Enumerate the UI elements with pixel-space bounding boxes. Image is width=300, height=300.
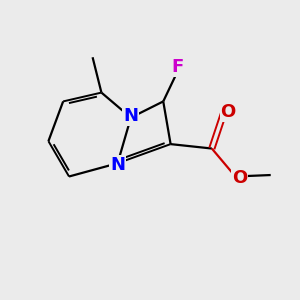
Text: O: O [232,169,248,187]
Text: N: N [123,107,138,125]
Text: O: O [220,103,236,121]
Text: F: F [172,58,184,76]
Text: N: N [110,156,125,174]
